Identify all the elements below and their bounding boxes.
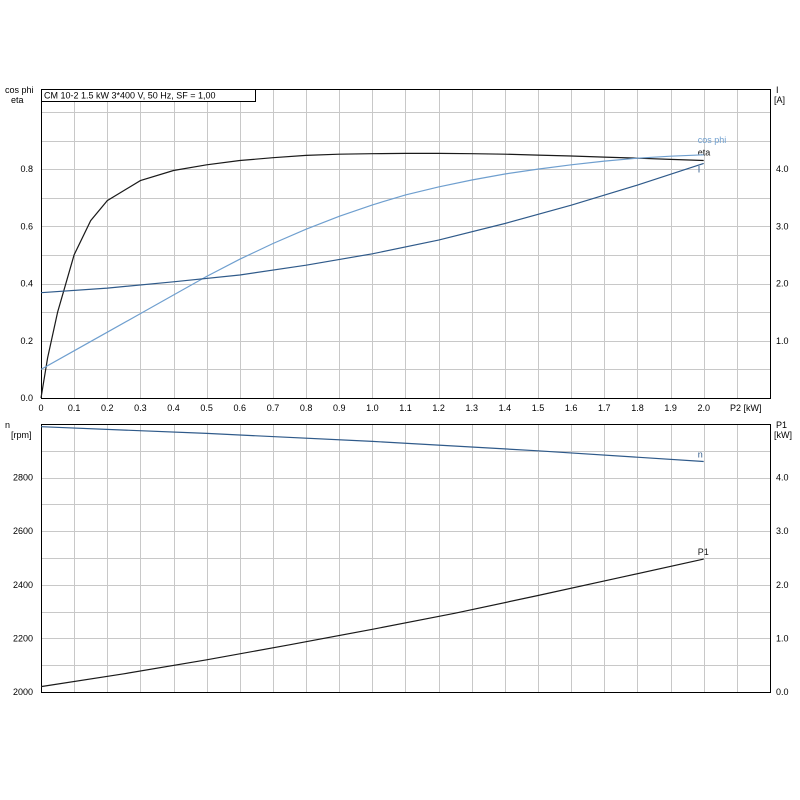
x-tick-label: 0.3 xyxy=(134,403,147,413)
series-label: cos phi xyxy=(698,135,727,145)
y-right-tick-label: 3.0 xyxy=(776,526,789,536)
x-tick-label: 1.4 xyxy=(499,403,512,413)
x-tick-label: 0.2 xyxy=(101,403,114,413)
y-left-axis-label: cos phi xyxy=(5,85,34,95)
x-tick-label: 0 xyxy=(38,403,43,413)
y-left-axis-unit: [rpm] xyxy=(11,430,32,440)
y-right-tick-label: 1.0 xyxy=(776,633,789,643)
x-tick-label: 1.6 xyxy=(565,403,578,413)
series-line-P1 xyxy=(40,558,704,688)
y-left-tick-label: 0.4 xyxy=(20,279,33,289)
x-tick-label: 1.9 xyxy=(664,403,677,413)
x-tick-label: 1.8 xyxy=(631,403,644,413)
x-tick-label: 1.2 xyxy=(432,403,445,413)
series-line-I xyxy=(40,162,704,294)
plot-frame xyxy=(41,424,771,693)
y-left-tick-label: 0.2 xyxy=(20,336,33,346)
series-line-cos-phi xyxy=(40,154,704,370)
y-left-tick-label: 0.6 xyxy=(20,221,33,231)
info-box xyxy=(41,89,256,102)
series-line-eta xyxy=(40,152,704,399)
y-right-tick-label: 2.0 xyxy=(776,279,789,289)
info-box-text: CM 10-2 1.5 kW 3*400 V, 50 Hz, SF = 1,00 xyxy=(44,91,216,101)
y-left-axis-label: n xyxy=(5,420,10,430)
x-tick-label: 0.6 xyxy=(234,403,247,413)
y-left-tick-label: 2000 xyxy=(13,687,33,697)
series-line-n xyxy=(40,426,704,463)
plot-frame xyxy=(41,89,771,399)
series-label: I xyxy=(698,164,701,174)
y-right-axis-unit: [kW] xyxy=(774,430,792,440)
x-tick-label: 1.3 xyxy=(466,403,479,413)
x-tick-label: 0.5 xyxy=(200,403,213,413)
y-left-tick-label: 2400 xyxy=(13,580,33,590)
y-right-tick-label: 0.0 xyxy=(776,687,789,697)
x-tick-label: 1.0 xyxy=(366,403,379,413)
y-right-tick-label: 4.0 xyxy=(776,164,789,174)
y-right-axis-unit: [A] xyxy=(774,95,785,105)
x-axis-label: P2 [kW] xyxy=(730,403,762,413)
x-tick-label: 1.5 xyxy=(532,403,545,413)
x-tick-label: 1.7 xyxy=(598,403,611,413)
y-right-axis-label: I xyxy=(776,85,779,95)
y-left-axis-unit: eta xyxy=(11,95,24,105)
y-left-tick-label: 0.8 xyxy=(20,164,33,174)
x-tick-label: 0.1 xyxy=(68,403,81,413)
x-tick-label: 2.0 xyxy=(697,403,710,413)
y-left-tick-label: 2800 xyxy=(13,473,33,483)
x-tick-label: 0.4 xyxy=(167,403,180,413)
y-right-tick-label: 4.0 xyxy=(776,473,789,483)
x-tick-label: 0.8 xyxy=(300,403,313,413)
grid xyxy=(41,424,770,692)
grid xyxy=(41,89,770,398)
y-right-tick-label: 3.0 xyxy=(776,221,789,231)
y-left-tick-label: 2200 xyxy=(13,633,33,643)
y-left-tick-label: 2600 xyxy=(13,526,33,536)
bottom-panel: 200022002400260028000.01.02.03.04.0n[rpm… xyxy=(5,420,792,697)
y-right-tick-label: 2.0 xyxy=(776,580,789,590)
x-tick-label: 1.1 xyxy=(399,403,412,413)
y-right-tick-label: 1.0 xyxy=(776,336,789,346)
series-label: n xyxy=(698,450,703,460)
series-label: P1 xyxy=(698,547,709,557)
series-label: eta xyxy=(698,148,711,158)
x-tick-label: 0.7 xyxy=(267,403,280,413)
y-left-tick-label: 0.0 xyxy=(20,393,33,403)
y-right-axis-label: P1 xyxy=(776,420,787,430)
x-tick-label: 0.9 xyxy=(333,403,346,413)
